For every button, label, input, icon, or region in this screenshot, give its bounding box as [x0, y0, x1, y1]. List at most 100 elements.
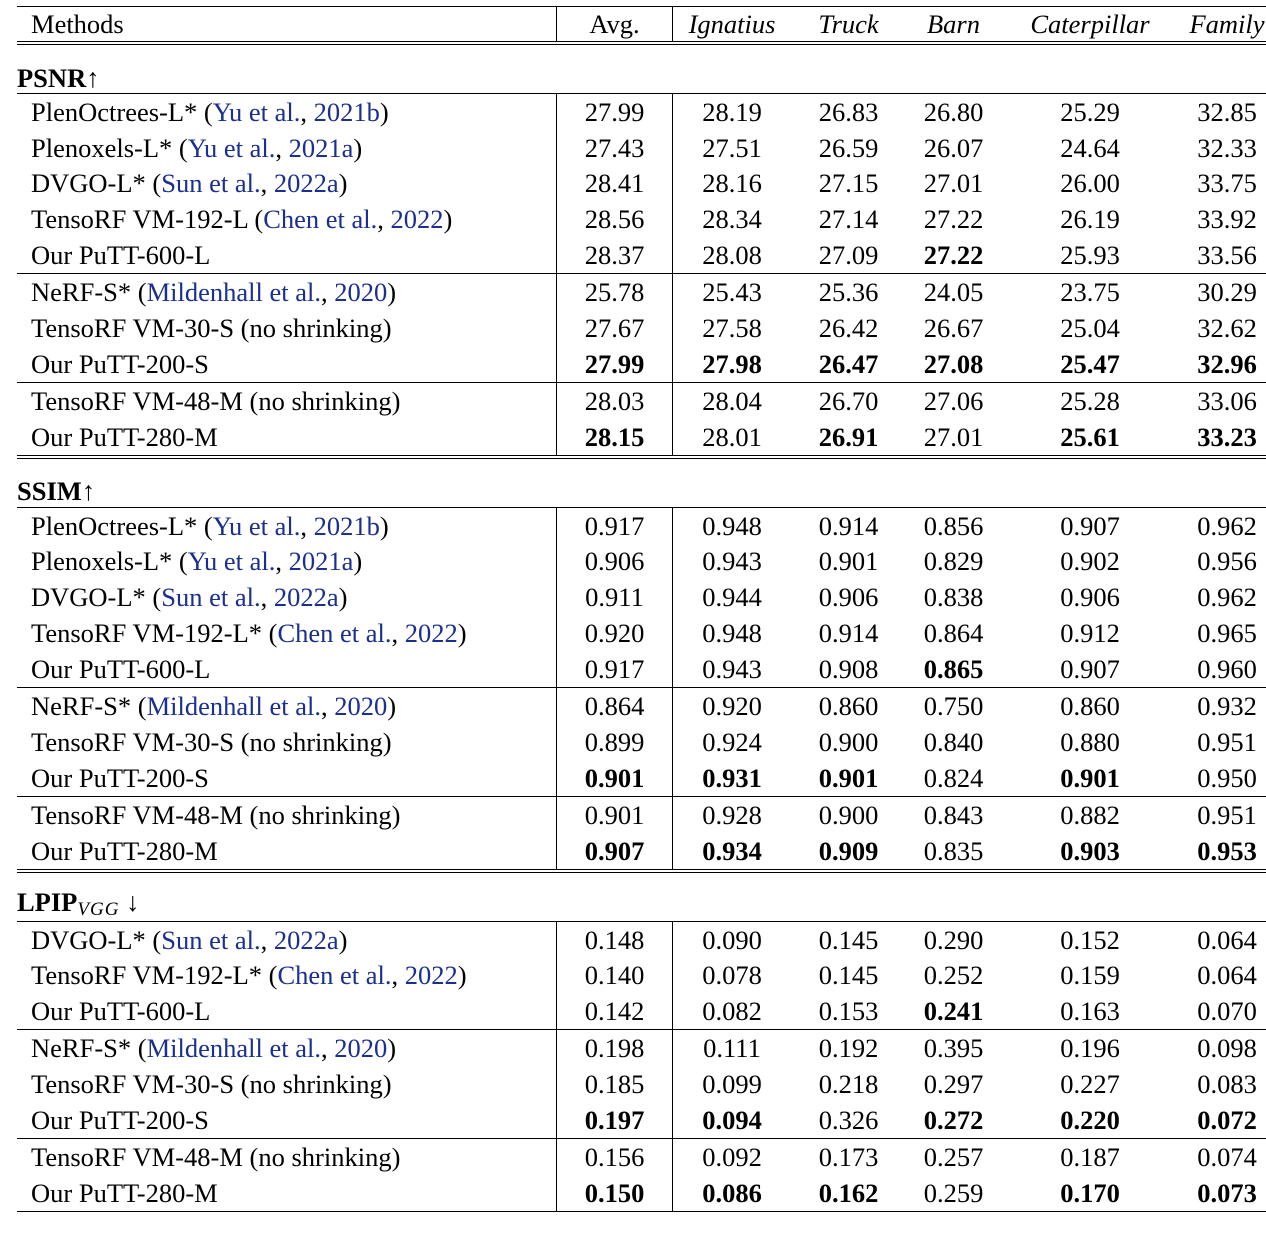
value-cell-barn: 0.829	[923, 546, 984, 577]
value-cell-ignatius: 28.34	[702, 204, 762, 235]
method-cell: TensoRF VM-48-M (no shrinking)	[17, 1138, 557, 1176]
header-caterpillar: Caterpillar	[1001, 6, 1179, 45]
value-cell-barn: 24.05	[906, 273, 1001, 311]
method-cell: TensoRF VM-48-M (no shrinking)	[17, 796, 557, 833]
value-cell-ignatius: 28.04	[672, 382, 791, 420]
value-cell-family: 33.06	[1179, 382, 1266, 420]
citation-year-link: 2021b	[313, 510, 380, 541]
value-cell-truck: 0.906	[818, 582, 879, 613]
value-cell-ignatius: 25.43	[672, 273, 791, 311]
value-cell-caterpillar: 0.907	[1060, 654, 1120, 685]
method-cell: TensoRF VM-30-S (no shrinking)	[17, 724, 557, 760]
citation-close-paren: )	[338, 924, 348, 955]
method-name: Our PuTT-600-L	[31, 654, 211, 685]
value-cell-truck: 0.914	[791, 506, 906, 544]
value-cell-avg: 27.67	[556, 310, 673, 347]
value-cell-truck: 26.42	[818, 313, 879, 344]
method-name: TensoRF VM-192-L* (	[31, 618, 278, 649]
value-cell-avg: 0.140	[556, 957, 673, 994]
value-cell-truck: 0.860	[791, 687, 906, 725]
method-cell: TensoRF VM-30-S (no shrinking)	[17, 1066, 557, 1102]
method-name: Our PuTT-200-S	[31, 348, 209, 379]
value-cell-ignatius: 0.092	[672, 1138, 791, 1176]
table-row: DVGO-L* (Sun et al., 2022a) 0.148 0.090 0.1…	[17, 920, 1266, 958]
value-cell-family: 0.951	[1179, 796, 1266, 833]
value-cell-truck: 0.901	[818, 546, 879, 577]
results-table: Methods Avg. Ignatius Truck Barn Caterpi…	[17, 6, 1266, 1212]
header-ignatius: Ignatius	[672, 6, 791, 45]
citation-close-paren: )	[457, 960, 467, 991]
method-cell: Our PuTT-600-L	[17, 994, 557, 1030]
citation-separator: ,	[275, 546, 289, 577]
table-row: TensoRF VM-48-M (no shrinking) 28.03 28.04…	[17, 382, 1266, 420]
citation-authors-link: Sun et al.	[161, 168, 261, 199]
citation-close-paren: )	[387, 1033, 397, 1064]
citation-authors-link: Chen et al.	[263, 204, 378, 235]
value-cell-caterpillar: 25.93	[1060, 240, 1120, 271]
method-name: TensoRF VM-30-S (no shrinking)	[31, 1069, 392, 1100]
method-cell: TensoRF VM-30-S (no shrinking)	[17, 310, 557, 346]
value-cell-truck: 27.09	[818, 240, 879, 271]
header-avg: Avg.	[556, 6, 673, 45]
value-cell-caterpillar: 0.152	[1001, 920, 1179, 958]
method-cell: TensoRF VM-192-L (Chen et al., 2022)	[17, 202, 557, 238]
value-cell-avg: 27.99	[556, 346, 673, 383]
value-cell-family: 32.96	[1197, 348, 1257, 379]
citation-close-paren: )	[353, 132, 363, 163]
value-cell-avg: 0.906	[556, 543, 673, 580]
section-header-row: PSNR↑	[17, 43, 1266, 94]
value-cell-barn: 0.843	[906, 796, 1001, 833]
method-name: Our PuTT-280-M	[31, 835, 218, 866]
value-cell-barn: 26.80	[906, 92, 1001, 130]
section-label: PSNR↑	[17, 43, 1266, 94]
table-row: DVGO-L* (Sun et al., 2022a) 28.41 28.16 27.…	[17, 165, 1266, 202]
table-row: PlenOctrees-L* (Yu et al., 2021b) 27.99 28…	[17, 92, 1266, 130]
citation-year-link: 2022a	[273, 924, 339, 955]
value-cell-ignatius: 28.01	[672, 419, 791, 459]
table-row: Our PuTT-200-S 0.901 0.931 0.901 0.824 0.901 0…	[17, 760, 1266, 797]
value-cell-ignatius: 0.111	[672, 1029, 791, 1067]
citation-close-paren: )	[443, 204, 453, 235]
method-cell: PlenOctrees-L* (Yu et al., 2021b)	[17, 506, 557, 544]
table-row: NeRF-S* (Mildenhall et al., 2020) 0.864 0.…	[17, 687, 1266, 725]
value-cell-truck: 0.192	[791, 1029, 906, 1067]
value-cell-barn: 26.67	[923, 313, 984, 344]
value-cell-truck: 26.70	[791, 382, 906, 420]
value-cell-truck: 0.153	[818, 996, 879, 1027]
citation-authors-link: Chen et al.	[277, 960, 392, 991]
method-name: DVGO-L* (	[31, 924, 162, 955]
citation-close-paren: )	[379, 96, 389, 127]
value-cell-family: 0.932	[1179, 687, 1266, 725]
citation-authors-link: Mildenhall et al.	[146, 1033, 321, 1064]
section-arrow: ↑	[81, 476, 96, 507]
citation-authors-link: Yu et al.	[187, 546, 276, 577]
table-row: NeRF-S* (Mildenhall et al., 2020) 0.198 0.…	[17, 1029, 1266, 1067]
value-cell-barn: 0.290	[906, 920, 1001, 958]
method-cell: DVGO-L* (Sun et al., 2022a)	[17, 166, 557, 202]
value-cell-caterpillar: 0.882	[1001, 796, 1179, 833]
value-cell-ignatius: 0.934	[672, 832, 791, 873]
value-cell-barn: 0.840	[923, 726, 984, 757]
table-row: TensoRF VM-192-L* (Chen et al., 2022) 0.9…	[17, 615, 1266, 652]
method-name: TensoRF VM-192-L* (	[31, 960, 278, 991]
value-cell-ignatius: 0.948	[672, 506, 791, 544]
method-name: NeRF-S* (	[31, 1033, 147, 1064]
method-name: TensoRF VM-192-L (	[31, 204, 264, 235]
value-cell-barn: 0.252	[923, 960, 984, 991]
value-cell-truck: 0.145	[818, 960, 879, 991]
value-cell-caterpillar: 0.860	[1001, 687, 1179, 725]
value-cell-ignatius: 28.16	[702, 168, 762, 199]
section-label: SSIM↑	[17, 457, 1266, 508]
section-label: LPIPVGG ↓	[17, 871, 1266, 922]
value-cell-avg: 0.907	[556, 832, 673, 873]
method-cell: Plenoxels-L* (Yu et al., 2021a)	[17, 544, 557, 580]
method-name: DVGO-L* (	[31, 582, 162, 613]
value-cell-avg: 0.917	[556, 651, 673, 688]
table-row: TensoRF VM-48-M (no shrinking) 0.901 0.928…	[17, 796, 1266, 833]
value-cell-barn: 27.01	[923, 168, 984, 199]
method-name: NeRF-S* (	[31, 277, 147, 308]
value-cell-avg: 0.911	[556, 579, 673, 616]
value-cell-truck: 0.914	[818, 618, 879, 649]
value-cell-caterpillar: 0.907	[1001, 506, 1179, 544]
method-cell: Our PuTT-600-L	[17, 651, 557, 687]
